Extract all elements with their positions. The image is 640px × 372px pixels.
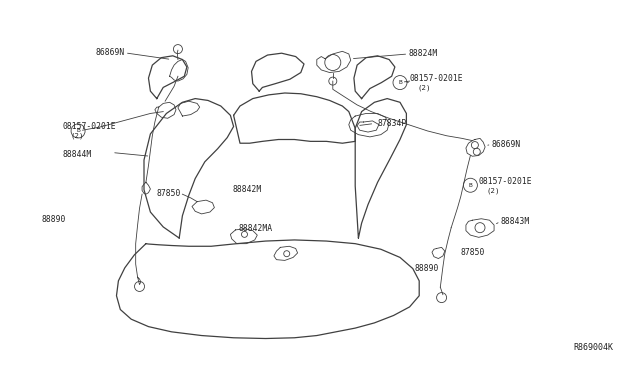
Text: 88842MA: 88842MA bbox=[238, 224, 272, 233]
Text: R869004K: R869004K bbox=[573, 343, 613, 352]
Text: 08157-0201E: 08157-0201E bbox=[479, 177, 532, 186]
Text: 87850: 87850 bbox=[156, 189, 180, 198]
Text: 88842M: 88842M bbox=[232, 185, 262, 194]
Text: (2): (2) bbox=[418, 84, 431, 91]
Text: 88890: 88890 bbox=[415, 264, 439, 273]
Text: 86869N: 86869N bbox=[95, 48, 125, 57]
Text: (2): (2) bbox=[487, 187, 500, 193]
Text: B: B bbox=[468, 183, 472, 188]
Text: (2): (2) bbox=[70, 133, 84, 139]
Text: 08157-0201E: 08157-0201E bbox=[410, 74, 463, 83]
Text: B: B bbox=[398, 80, 402, 85]
Text: 87850: 87850 bbox=[461, 248, 485, 257]
Text: 88890: 88890 bbox=[42, 215, 66, 224]
Text: B: B bbox=[76, 128, 80, 134]
Text: 88824M: 88824M bbox=[408, 49, 438, 58]
Text: 88844M: 88844M bbox=[63, 150, 92, 159]
Text: 86869N: 86869N bbox=[492, 140, 521, 149]
Text: 87834P: 87834P bbox=[378, 119, 407, 128]
Text: 08157-0201E: 08157-0201E bbox=[63, 122, 116, 131]
Text: 88843M: 88843M bbox=[500, 217, 530, 226]
